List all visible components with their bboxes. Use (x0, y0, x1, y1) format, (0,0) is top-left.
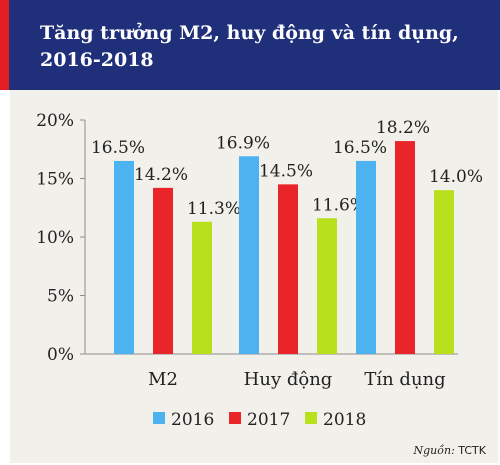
header-accent-bar (0, 0, 9, 90)
legend-swatch-2016 (153, 412, 165, 424)
bar-2018-2 (434, 190, 454, 354)
legend-swatch-2018 (305, 412, 317, 424)
data-label: 14.2% (134, 165, 188, 185)
y-tick-label: 10% (36, 228, 74, 248)
y-tick-label: 15% (36, 170, 74, 190)
data-label: 14.5% (259, 161, 313, 181)
chart-header (0, 0, 500, 90)
data-label: 16.5% (333, 138, 387, 158)
chart-title-line-1: Tăng trưởng M2, huy động và tín dụng, (40, 22, 459, 44)
data-label: 16.5% (91, 138, 145, 158)
data-label: 14.0% (429, 167, 483, 187)
legend-label: 2016 (171, 410, 214, 430)
data-label: 11.3% (187, 199, 241, 219)
source-note: Nguồn: TCTK (414, 444, 486, 457)
y-tick-label: 5% (47, 287, 74, 307)
bar-2018-0 (192, 221, 212, 354)
bar-2017-2 (395, 141, 415, 354)
source-label: Nguồn: (413, 444, 455, 457)
bar-2016-0 (114, 160, 134, 354)
bar-2016-2 (356, 160, 376, 354)
y-tick-label: 0% (47, 345, 74, 365)
x-category-label: Tín dụng (364, 369, 445, 390)
data-label: 16.9% (216, 133, 270, 153)
bar-2017-1 (278, 184, 298, 354)
x-category-label: Huy động (244, 369, 333, 390)
legend-label: 2017 (247, 410, 290, 430)
bar-2017-0 (153, 187, 173, 354)
bar-2016-1 (239, 156, 259, 354)
x-category-label: M2 (148, 369, 178, 390)
bar-2018-1 (317, 218, 337, 354)
source-value: TCTK (458, 444, 486, 457)
chart-title: Tăng trưởng M2, huy động và tín dụng, 20… (40, 20, 480, 74)
y-tick-label: 20% (36, 111, 74, 131)
legend-label: 2018 (323, 410, 366, 430)
data-label: 11.6% (312, 195, 366, 215)
data-label: 18.2% (376, 118, 430, 138)
chart-title-line-2: 2016-2018 (40, 49, 154, 71)
legend-swatch-2017 (229, 412, 241, 424)
